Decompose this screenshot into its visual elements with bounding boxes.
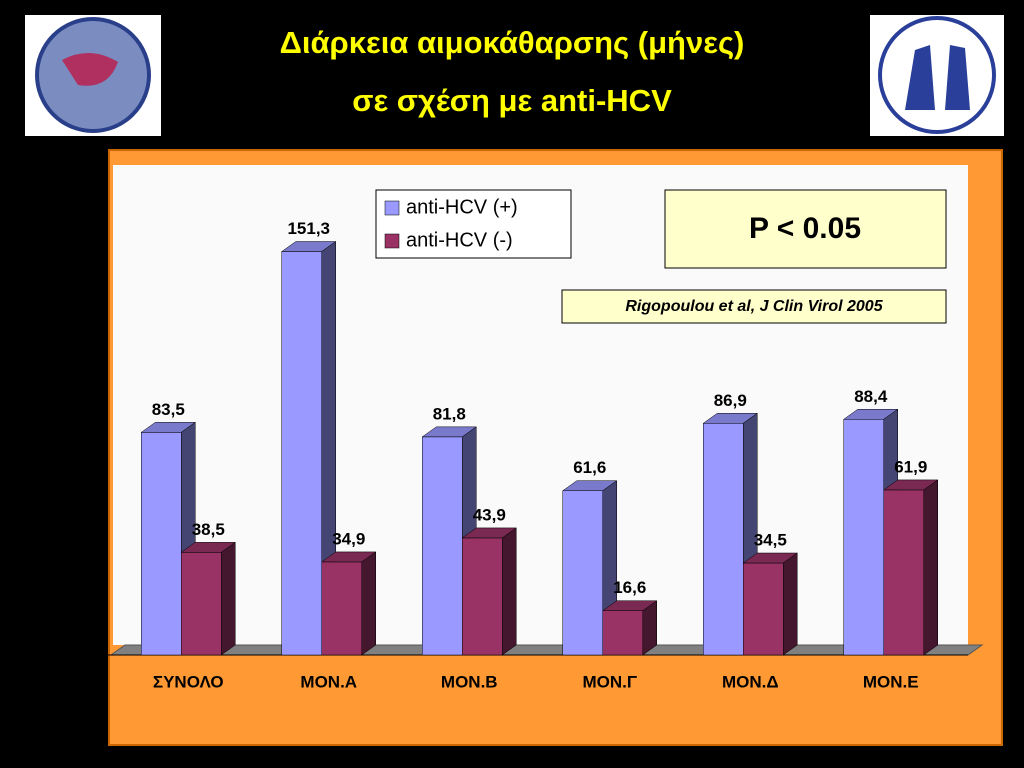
title-line: Διάρκεια αιμοκάθαρσης (μήνες) <box>280 25 745 60</box>
data-label: 38,5 <box>192 520 225 539</box>
annotation-box <box>664 189 947 269</box>
y-tick-label: 0 <box>83 644 92 663</box>
bar-side <box>642 600 657 656</box>
legend-label: anti-HCV (+) <box>406 196 518 218</box>
bar <box>181 552 222 656</box>
bar <box>462 537 503 656</box>
x-tick-label: ΜΟΝ.Ε <box>863 672 919 691</box>
annotation: P < 0.05 <box>749 212 861 245</box>
data-label: 88,4 <box>854 387 888 406</box>
data-label: 34,5 <box>754 530 787 549</box>
bar <box>883 489 924 656</box>
y-tick-label: 120 <box>64 324 92 343</box>
bar-side <box>502 527 517 656</box>
legend-swatch <box>384 200 400 216</box>
data-label: 86,9 <box>714 391 747 410</box>
x-tick-label: ΣΥΝΟΛΟ <box>153 672 224 691</box>
x-tick-label: ΜΟΝ.Α <box>300 672 357 691</box>
bar-side <box>361 551 376 656</box>
logo-left-icon <box>62 52 118 86</box>
bar <box>703 423 744 656</box>
y-tick-label: 60 <box>73 484 92 503</box>
data-label: 83,5 <box>152 400 185 419</box>
bar <box>321 561 362 656</box>
bar-side <box>783 552 798 656</box>
y-tick-label: 160 <box>64 218 92 237</box>
data-label: 61,9 <box>894 457 927 476</box>
bar <box>141 432 182 656</box>
x-tick-label: ΜΟΝ.Β <box>441 672 498 691</box>
x-tick-label: ΜΟΝ.Δ <box>722 672 779 691</box>
y-tick-label: 80 <box>73 431 92 450</box>
bar <box>562 490 603 656</box>
y-tick-label: 100 <box>64 378 92 397</box>
data-label: 16,6 <box>613 578 646 597</box>
data-label: 81,8 <box>433 404 466 423</box>
data-label: 151,3 <box>287 219 330 238</box>
annotation-box <box>561 289 947 324</box>
bar-side <box>923 479 938 656</box>
bar <box>743 562 784 656</box>
data-label: 43,9 <box>473 505 506 524</box>
y-tick-label: 40 <box>73 538 92 557</box>
logo-right-seal <box>878 16 996 134</box>
legend-swatch <box>384 233 400 249</box>
legend <box>375 189 572 259</box>
bar <box>602 610 643 656</box>
y-tick-label: 140 <box>64 271 92 290</box>
bar <box>422 436 463 656</box>
y-tick-label: 20 <box>73 591 92 610</box>
y-tick-label: 180 <box>64 164 92 183</box>
bar <box>843 419 884 656</box>
bar <box>281 251 322 656</box>
data-label: 61,6 <box>573 458 606 477</box>
logo-right-icon <box>905 45 970 110</box>
x-tick-label: ΜΟΝ.Γ <box>582 672 637 691</box>
legend-label: anti-HCV (-) <box>406 229 513 251</box>
bar-side <box>221 541 236 656</box>
annotation: Rigopoulou et al, J Clin Virol 2005 <box>625 298 883 315</box>
title-line: σε σχέση με anti-HCV <box>352 83 672 118</box>
data-label: 34,9 <box>332 529 365 548</box>
